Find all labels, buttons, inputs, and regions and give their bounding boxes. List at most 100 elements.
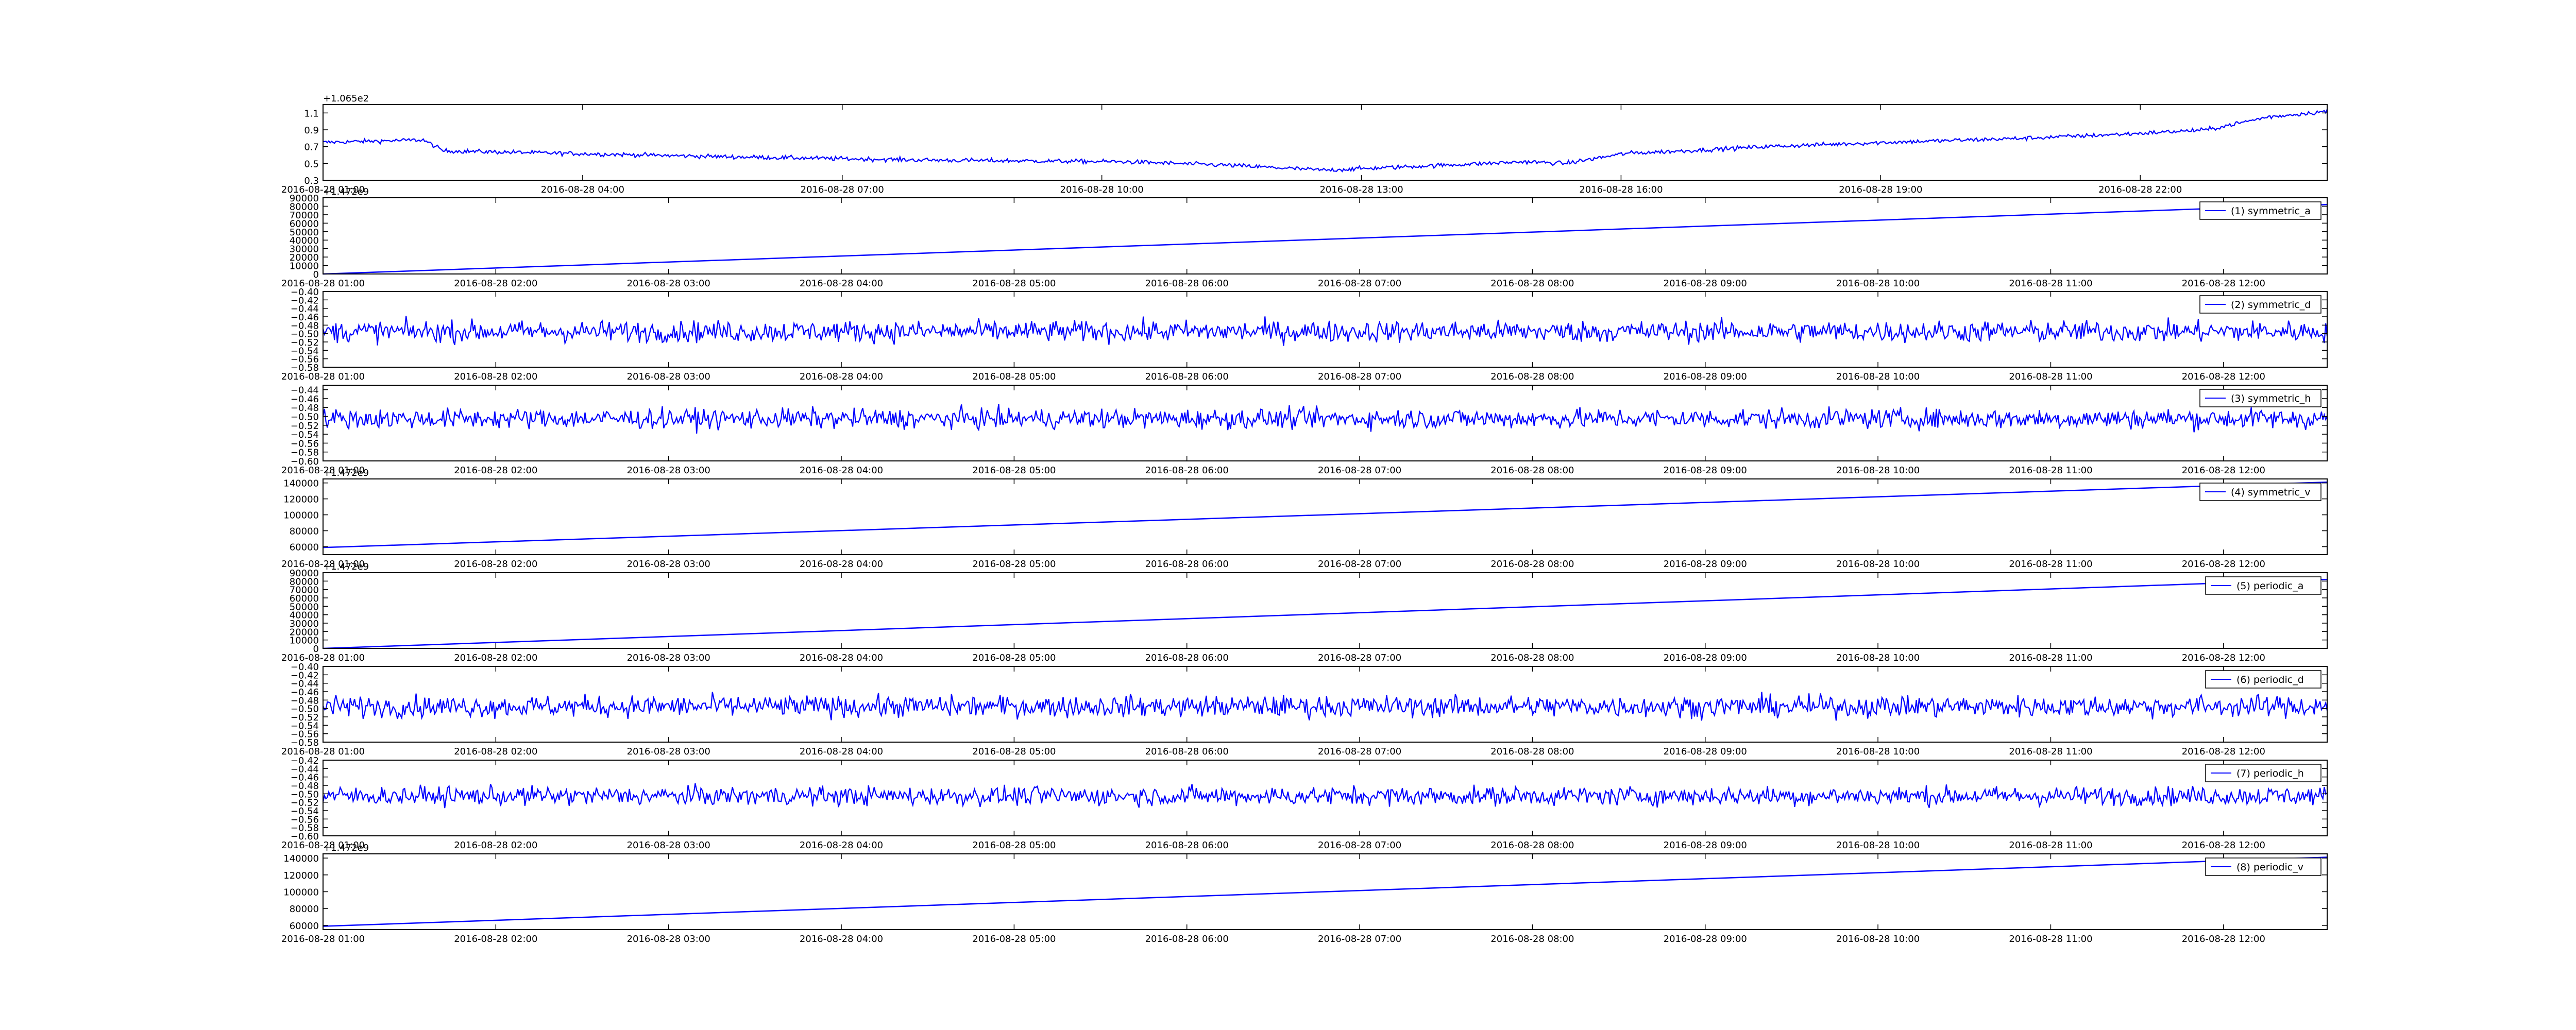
y-tick-label: 80000 [290, 201, 319, 212]
x-tick-label: 2016-08-28 12:00 [2182, 465, 2265, 476]
x-tick-label: 2016-08-28 01:00 [281, 559, 365, 570]
x-tick-label: 2016-08-28 02:00 [454, 559, 537, 570]
y-tick-label: 20000 [290, 252, 319, 263]
x-tick-label: 2016-08-28 01:00 [281, 184, 365, 195]
y-tick-label: 10000 [290, 261, 319, 272]
y-tick-label: −0.46 [291, 772, 319, 783]
subplot-7: −0.58−0.56−0.54−0.52−0.50−0.48−0.46−0.44… [281, 662, 2328, 757]
x-tick-label: 2016-08-28 12:00 [2182, 278, 2265, 289]
y-tick-label: −0.50 [291, 329, 319, 340]
y-tick-label: 60000 [290, 593, 319, 604]
y-tick-label: −0.50 [291, 412, 319, 423]
x-tick-label: 2016-08-28 07:00 [1318, 746, 1401, 757]
x-tick-label: 2016-08-28 04:00 [800, 371, 883, 382]
x-tick-label: 2016-08-28 01:00 [281, 371, 365, 382]
x-tick-label: 2016-08-28 08:00 [1490, 559, 1574, 570]
x-tick-label: 2016-08-28 02:00 [454, 746, 537, 757]
y-tick-label: −0.48 [291, 320, 319, 331]
x-tick-label: 2016-08-28 08:00 [1490, 840, 1574, 851]
x-tick-label: 2016-08-28 08:00 [1490, 465, 1574, 476]
y-tick-label: −0.54 [291, 720, 319, 731]
x-tick-label: 2016-08-28 06:00 [1145, 278, 1229, 289]
y-tick-label: −0.44 [291, 304, 319, 315]
legend-label: (5) periodic_a [2236, 580, 2303, 592]
y-tick-label: −0.54 [291, 430, 319, 440]
x-tick-label: 2016-08-28 11:00 [2009, 653, 2092, 663]
x-tick-label: 2016-08-28 13:00 [1319, 184, 1403, 195]
x-tick-label: 2016-08-28 06:00 [1145, 465, 1229, 476]
y-tick-label: −0.52 [291, 337, 319, 348]
series-line-3 [322, 316, 2328, 346]
y-tick-label: −0.40 [291, 662, 319, 673]
x-tick-label: 2016-08-28 11:00 [2009, 278, 2092, 289]
subplot-1: 0.3 0.5 0.7 0.9 1.1 2016-08-28 01:00 2016-08-2… [281, 93, 2328, 195]
x-tick-label: 2016-08-28 02:00 [454, 465, 537, 476]
x-tick-label: 2016-08-28 06:00 [1145, 559, 1229, 570]
subplot-4: −0.60−0.58−0.56−0.54−0.52−0.50−0.48−0.46… [281, 385, 2328, 476]
y-tick-label: −0.44 [291, 764, 319, 775]
x-tick-label: 2016-08-28 09:00 [1664, 746, 1747, 757]
x-tick-label: 2016-08-28 01:00 [281, 840, 365, 851]
y-tick-label: 80000 [290, 904, 319, 915]
x-tick-label: 2016-08-28 16:00 [1579, 184, 1663, 195]
axes-frame [323, 385, 2328, 461]
y-tick-label: 40000 [290, 235, 319, 246]
offset-label: +1.472e9 [323, 186, 369, 197]
x-tick-label: 2016-08-28 08:00 [1490, 653, 1574, 663]
axes-frame [323, 291, 2328, 368]
y-tick-label: 60000 [290, 921, 319, 932]
x-tick-label: 2016-08-28 09:00 [1664, 840, 1747, 851]
y-tick-label: −0.52 [291, 798, 319, 809]
x-tick-label: 2016-08-28 11:00 [2009, 465, 2092, 476]
series-line-4 [322, 404, 2328, 434]
y-tick-label: 0 [313, 269, 319, 280]
x-tick-label: 2016-08-28 11:00 [2009, 371, 2092, 382]
x-tick-label: 2016-08-28 04:00 [800, 934, 883, 945]
y-tick-label: −0.48 [291, 781, 319, 792]
x-tick-label: 2016-08-28 07:00 [1318, 278, 1401, 289]
y-tick-label: 1.1 [304, 108, 319, 119]
x-tick-label: 2016-08-28 12:00 [2182, 559, 2265, 570]
x-tick-label: 2016-08-28 07:00 [1318, 559, 1401, 570]
x-tick-label: 2016-08-28 05:00 [972, 371, 1056, 382]
y-tick-label: 20000 [290, 627, 319, 638]
series-line-9 [323, 856, 2328, 927]
y-tick-label: −0.60 [291, 456, 319, 467]
y-tick-label: −0.58 [291, 823, 319, 834]
series-line-5 [323, 481, 2328, 548]
y-tick-label: 120000 [283, 870, 319, 881]
y-tick-label: −0.46 [291, 394, 319, 405]
x-tick-label: 2016-08-28 09:00 [1664, 559, 1747, 570]
y-tick-label: −0.56 [291, 814, 319, 825]
x-tick-label: 2016-08-28 06:00 [1145, 934, 1229, 945]
x-tick-label: 2016-08-28 07:00 [1318, 934, 1401, 945]
y-tick-label: −0.46 [291, 687, 319, 698]
offset-label: +1.065e2 [323, 93, 369, 104]
offset-label: +1.472e9 [323, 468, 369, 478]
x-tick-label: 2016-08-28 04:00 [800, 278, 883, 289]
x-tick-label: 2016-08-28 12:00 [2182, 840, 2265, 851]
y-tick-label: 70000 [290, 585, 319, 596]
x-tick-label: 2016-08-28 01:00 [281, 465, 365, 476]
y-tick-label: −0.44 [291, 679, 319, 690]
x-tick-label: 2016-08-28 03:00 [627, 934, 710, 945]
axes-frame [323, 197, 2328, 274]
x-tick-label: 2016-08-28 03:00 [627, 746, 710, 757]
y-tick-label: 100000 [283, 510, 319, 521]
x-tick-label: 2016-08-28 03:00 [627, 465, 710, 476]
subplot-6: 0100002000030000400005000060000700008000… [281, 561, 2328, 663]
y-tick-label: −0.58 [291, 448, 319, 458]
y-tick-label: −0.56 [291, 729, 319, 740]
y-tick-label: 0 [313, 644, 319, 655]
subplot-3: −0.58−0.56−0.54−0.52−0.50−0.48−0.46−0.44… [281, 287, 2328, 382]
x-tick-label: 2016-08-28 06:00 [1145, 653, 1229, 663]
x-tick-label: 2016-08-28 04:00 [800, 465, 883, 476]
x-tick-label: 2016-08-28 02:00 [454, 934, 537, 945]
x-tick-label: 2016-08-28 08:00 [1490, 934, 1574, 945]
y-tick-label: −0.52 [291, 712, 319, 723]
x-tick-label: 2016-08-28 19:00 [1839, 184, 1922, 195]
y-tick-label: 60000 [290, 218, 319, 229]
series-line-6 [323, 578, 2328, 649]
x-tick-label: 2016-08-28 10:00 [1836, 840, 1920, 851]
y-tick-label: −0.42 [291, 756, 319, 766]
